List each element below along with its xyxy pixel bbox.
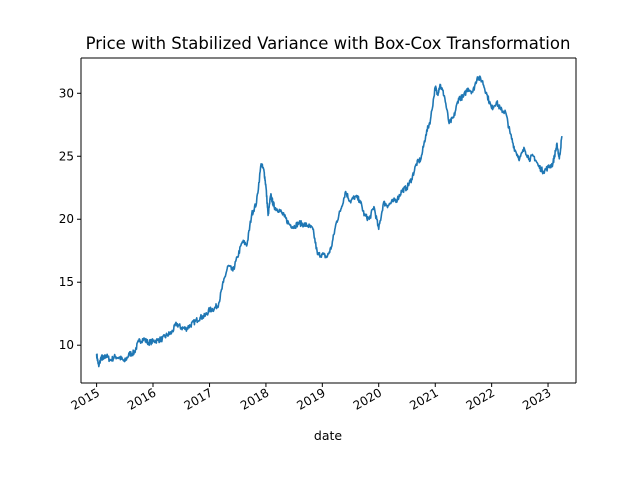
series-layer <box>95 75 563 368</box>
x-axis-label: date <box>314 428 342 443</box>
series-line-0 <box>95 75 563 368</box>
y-tick-label-25: 25 <box>59 149 74 163</box>
plot-area <box>81 58 576 383</box>
axes-frame <box>80 57 577 384</box>
y-axis: 10 15 20 25 30 <box>59 86 81 352</box>
y-tick-label-30: 30 <box>59 86 74 100</box>
y-tick-label-20: 20 <box>59 212 74 226</box>
y-tick-label-10: 10 <box>59 338 74 352</box>
chart-title: Price with Stabilized Variance with Box-… <box>86 34 571 53</box>
y-tick-label-15: 15 <box>59 275 74 289</box>
